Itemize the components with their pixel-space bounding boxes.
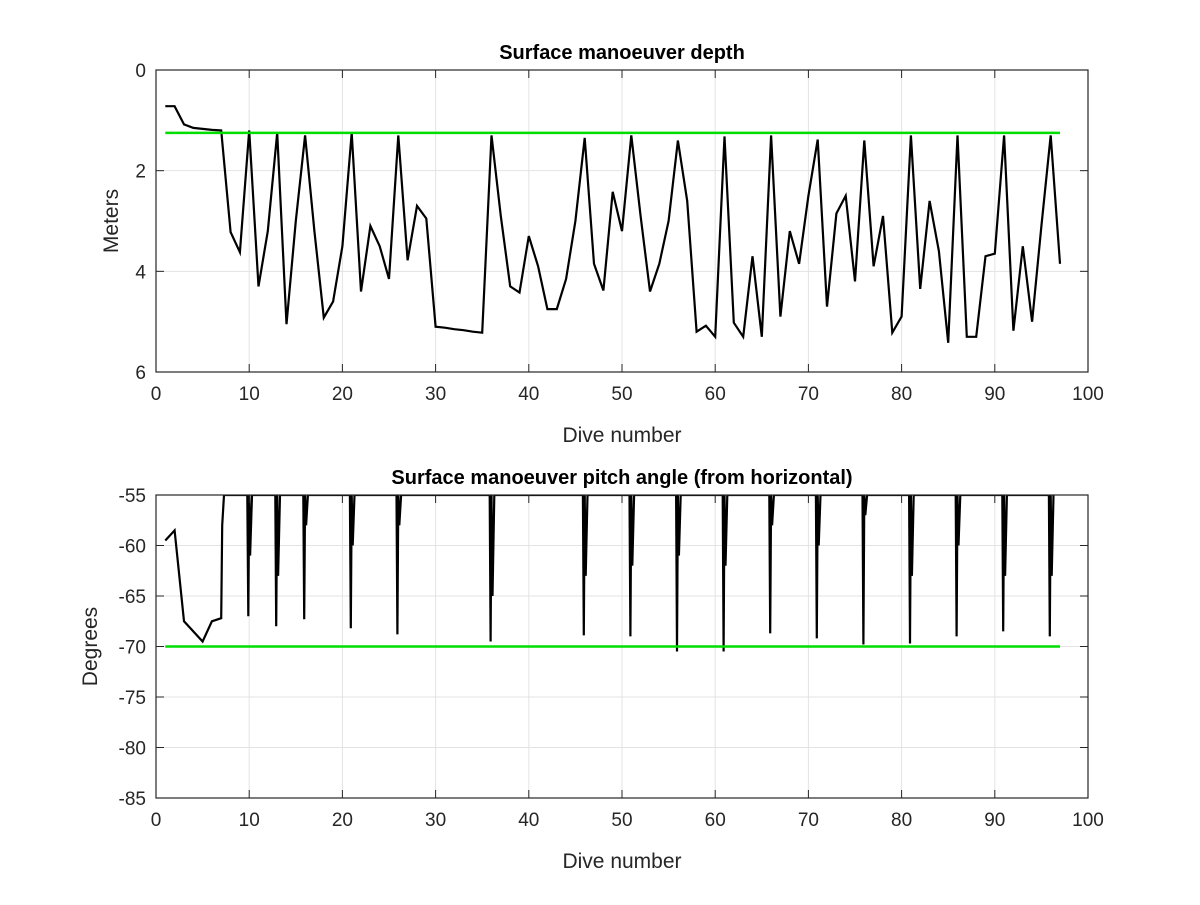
x-tick-label: 100	[1072, 810, 1104, 831]
x-tick-label: 20	[332, 384, 353, 405]
y-tick-label: 6	[135, 363, 146, 384]
x-axis-label: Dive number	[562, 424, 681, 447]
y-tick-label: -65	[119, 587, 146, 608]
x-tick-label: 0	[151, 810, 162, 831]
chart-title: Surface manoeuver pitch angle (from hori…	[391, 467, 852, 489]
y-tick-label: 4	[135, 262, 146, 283]
y-tick-label: 0	[135, 61, 146, 82]
x-tick-label: 60	[705, 384, 726, 405]
y-tick-label: -80	[119, 739, 146, 760]
x-tick-label: 0	[151, 384, 162, 405]
x-tick-label: 40	[518, 384, 539, 405]
data-series-line	[164, 495, 1055, 652]
x-tick-label: 50	[611, 384, 632, 405]
x-tick-label: 80	[891, 810, 912, 831]
x-tick-label: 30	[425, 810, 446, 831]
y-axis-label: Degrees	[79, 607, 102, 686]
y-tick-label: -55	[119, 486, 146, 507]
x-tick-label: 50	[611, 810, 632, 831]
chart-2: 0 10 20 30 40 50 60 70 80 90 100 -85 -80 -75 -70 -65 -60…	[79, 467, 1104, 873]
x-tick-label: 90	[984, 810, 1005, 831]
y-tick-label: -85	[119, 789, 146, 810]
x-tick-label: 100	[1072, 384, 1104, 405]
chart-title: Surface manoeuver depth	[499, 42, 745, 64]
x-tick-label: 90	[984, 384, 1005, 405]
x-tick-label: 30	[425, 384, 446, 405]
x-tick-label: 80	[891, 384, 912, 405]
x-tick-label: 40	[518, 810, 539, 831]
data-series-line	[165, 105, 1062, 343]
x-tick-label: 10	[239, 384, 260, 405]
x-tick-label: 60	[705, 810, 726, 831]
y-tick-label: -70	[119, 638, 146, 659]
y-tick-label: -75	[119, 688, 146, 709]
chart-1: 0 10 20 30 40 50 60 70 80 90 100 0 2 4 6 Surface manoeu…	[100, 42, 1104, 447]
x-axis-label: Dive number	[562, 850, 681, 873]
x-tick-label: 20	[332, 810, 353, 831]
x-tick-label: 70	[798, 384, 819, 405]
x-tick-label: 70	[798, 810, 819, 831]
y-tick-label: -60	[119, 537, 146, 558]
y-tick-label: 2	[135, 162, 146, 183]
x-tick-label: 10	[239, 810, 260, 831]
y-axis-label: Meters	[100, 189, 123, 253]
